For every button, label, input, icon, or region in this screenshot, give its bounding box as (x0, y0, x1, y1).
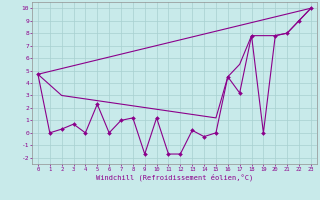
X-axis label: Windchill (Refroidissement éolien,°C): Windchill (Refroidissement éolien,°C) (96, 173, 253, 181)
